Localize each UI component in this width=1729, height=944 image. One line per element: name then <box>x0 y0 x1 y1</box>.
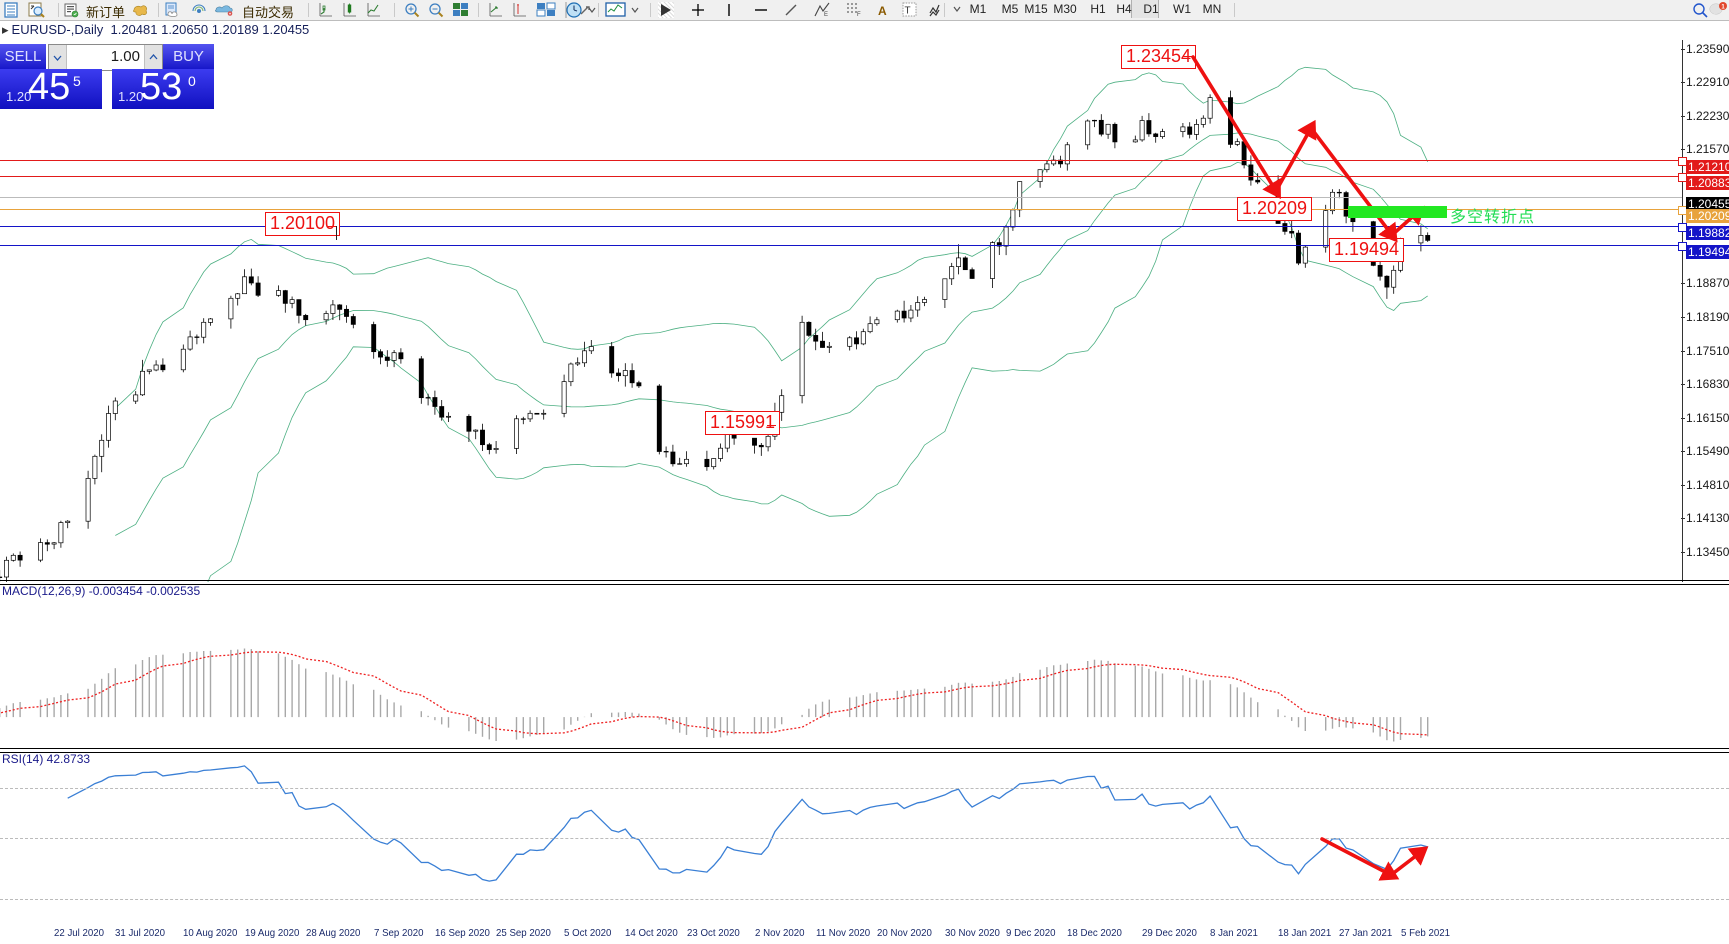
svg-text:A: A <box>878 4 887 18</box>
svg-text:F: F <box>857 12 861 18</box>
svg-text:E: E <box>824 12 828 18</box>
svg-text:T: T <box>905 6 911 17</box>
